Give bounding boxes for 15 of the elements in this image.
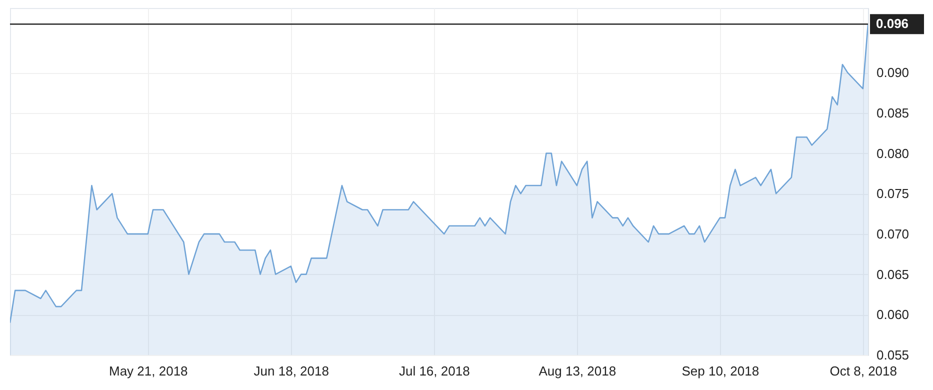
x-tick-label: Jul 16, 2018	[398, 364, 470, 378]
y-tick-label: 0.075	[876, 186, 910, 202]
y-tick-label: 0.055	[876, 348, 910, 362]
y-tick-label: 0.085	[876, 105, 910, 120]
y-tick-label: 0.070	[876, 226, 910, 242]
y-tick-label: 0.080	[876, 146, 910, 161]
x-tick-label: May 21, 2018	[109, 364, 188, 378]
x-tick-label: Sep 10, 2018	[682, 364, 760, 378]
ref-line-label: 0.096	[876, 16, 909, 32]
x-tick-label: Aug 13, 2018	[538, 364, 616, 378]
y-tick-label: 0.090	[876, 65, 910, 80]
y-tick-label: 0.065	[876, 266, 910, 282]
x-tick-label: Jun 18, 2018	[254, 364, 329, 378]
x-tick-label: Oct 8, 2018	[830, 364, 897, 378]
y-tick-label: 0.060	[876, 307, 910, 322]
